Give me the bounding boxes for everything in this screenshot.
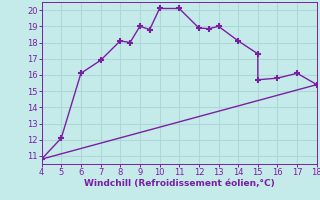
X-axis label: Windchill (Refroidissement éolien,°C): Windchill (Refroidissement éolien,°C)	[84, 179, 275, 188]
